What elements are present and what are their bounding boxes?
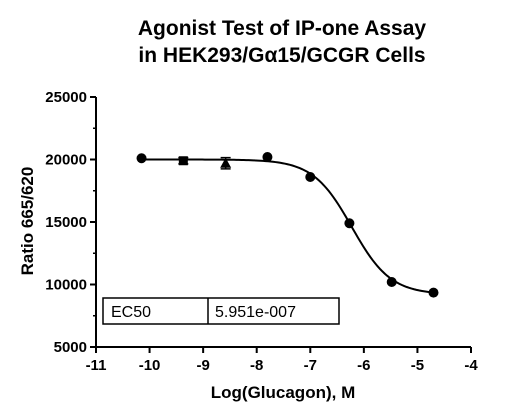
x-tick-label: -4 [464, 357, 478, 374]
data-point [136, 153, 147, 164]
ec50-table: EC50 5.951e-007 [102, 297, 340, 325]
data-point [305, 172, 316, 182]
data-point [386, 277, 397, 287]
data-point [178, 156, 188, 166]
x-tick-label: -8 [250, 357, 263, 374]
x-axis-label: Log(Glucagon), M [211, 383, 355, 402]
ec50-value: 5.951e-007 [215, 304, 296, 321]
y-tick-label: 10000 [45, 277, 87, 294]
x-tick-label: -5 [411, 357, 424, 374]
x-tick-label: -6 [357, 357, 370, 374]
data-point [220, 157, 232, 168]
y-axis-label: Ratio 665/620 [18, 167, 37, 276]
chart-title-line-1: Agonist Test of IP-one Assay [138, 17, 427, 40]
x-tick-label: -10 [139, 357, 161, 374]
data-points [136, 152, 439, 298]
data-point [262, 152, 273, 162]
y-tick-label: 25000 [45, 89, 87, 106]
x-tick-label: -7 [304, 357, 317, 374]
chart-title-line-2: in HEK293/Gα15/GCGR Cells [138, 44, 425, 67]
ec50-table-border [102, 297, 340, 325]
x-tick-label: -11 [86, 357, 107, 374]
fit-curve [141, 158, 434, 294]
y-tick-label: 15000 [45, 214, 87, 231]
y-tick-label: 5000 [54, 339, 87, 356]
ec50-label: EC50 [111, 304, 151, 321]
y-axis: 5000 10000 15000 20000 25000 [45, 89, 97, 356]
data-point [344, 218, 355, 229]
data-point [428, 287, 439, 298]
x-axis: -11 -10 -9 -8 -7 -6 -5 -4 [86, 346, 478, 374]
y-tick-label: 20000 [45, 152, 87, 169]
x-tick-label: -9 [196, 357, 209, 374]
